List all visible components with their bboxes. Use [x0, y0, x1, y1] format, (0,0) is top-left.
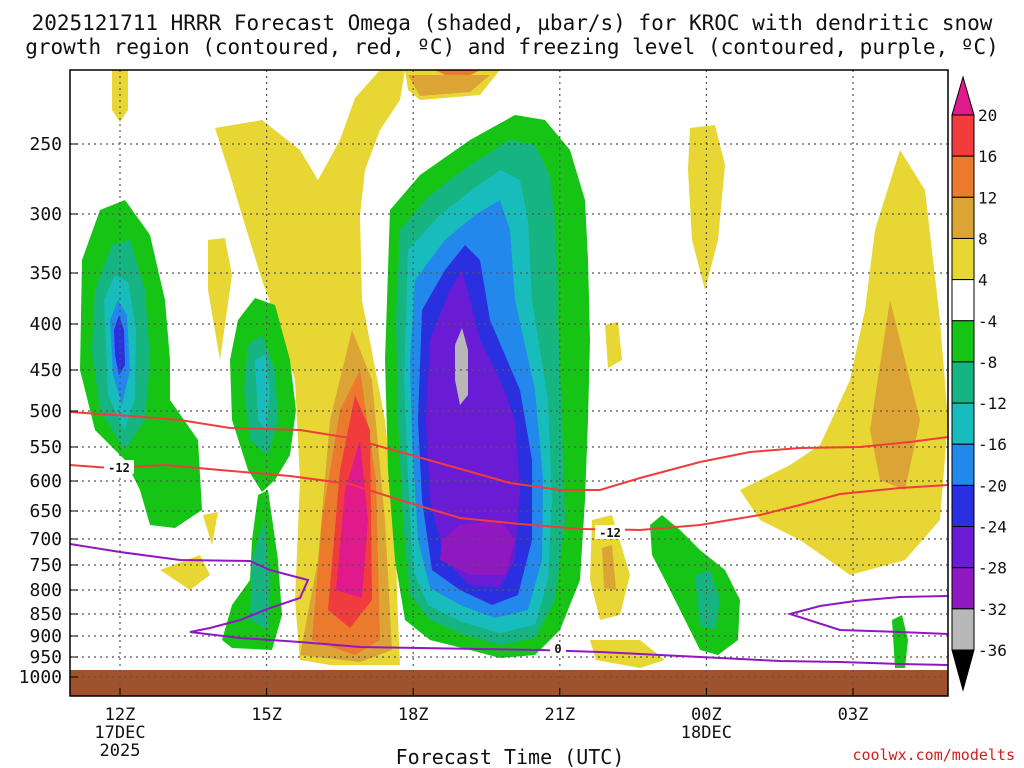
colorbar-bottom-arrow — [951, 649, 975, 692]
colorbar-swatch — [951, 402, 975, 445]
freezing-level-contours: 0 — [70, 543, 948, 666]
colorbar-label: -28 — [978, 559, 1007, 578]
dgz-label-left: -12 — [108, 461, 130, 475]
chart-title-line2: growth region (contoured, red, ºC) and f… — [25, 35, 999, 59]
y-tick-label: 350 — [29, 263, 62, 284]
dgz-label-mid: -12 — [599, 526, 621, 540]
colorbar-label: -36 — [978, 641, 1007, 660]
y-tick-label: 600 — [29, 471, 62, 492]
dgz-contour-upper — [70, 411, 948, 491]
colorbar-label: 12 — [978, 188, 997, 207]
dgz-contour-lower — [70, 463, 948, 532]
credit-text: coolwx.com/modelts — [852, 746, 1015, 764]
y-tick-label: 750 — [29, 555, 62, 576]
colorbar-swatch — [951, 114, 975, 157]
freezing-level-contour-right — [786, 595, 948, 635]
colorbar-swatch — [951, 608, 975, 651]
y-tick-label: 250 — [29, 134, 62, 155]
colorbar-label: 20 — [978, 106, 997, 125]
omega-ascent-shading — [80, 115, 908, 668]
colorbar-label: -4 — [978, 312, 997, 331]
y-tick-label: 900 — [29, 626, 62, 647]
colorbar-swatch — [951, 567, 975, 610]
x-tick-label: 00Z — [691, 705, 722, 725]
colorbar-swatch — [951, 196, 975, 239]
y-tick-label: 1000 — [19, 667, 62, 688]
y-tick-label: 550 — [29, 437, 62, 458]
colorbar-label: -16 — [978, 435, 1007, 454]
colorbar-swatch — [951, 361, 975, 404]
y-tick-label: 700 — [29, 529, 62, 550]
freezing-level-label: 0 — [554, 642, 561, 656]
colorbar-label: -8 — [978, 353, 997, 372]
x-tick-label: 18Z — [398, 705, 429, 725]
y-tick-label: 850 — [29, 604, 62, 625]
y-tick-label: 500 — [29, 401, 62, 422]
y-axis: 2503003504004505005506006507007508008509… — [19, 134, 78, 688]
y-tick-label: 400 — [29, 314, 62, 335]
plot-frame — [69, 69, 949, 697]
x-tick-label: 03Z — [838, 705, 869, 725]
colorbar-label: -20 — [978, 476, 1007, 495]
colorbar-swatch — [951, 320, 975, 363]
y-tick-label: 650 — [29, 501, 62, 522]
colorbar-label: -32 — [978, 600, 1007, 619]
terrain-ground — [70, 670, 948, 696]
y-tick-label: 450 — [29, 360, 62, 381]
colorbar-swatch — [951, 155, 975, 198]
x-tick-date: 18DEC — [681, 723, 732, 743]
x-tick-date: 17DEC — [94, 723, 145, 743]
colorbar-label: -12 — [978, 394, 1007, 413]
colorbar-top-arrow — [951, 75, 975, 116]
colorbar-label: -24 — [978, 518, 1007, 537]
grid-lines — [70, 70, 948, 696]
colorbar-swatch — [951, 484, 975, 528]
colorbar-swatch — [951, 237, 975, 281]
colorbar-label: 4 — [978, 271, 988, 290]
y-tick-label: 300 — [29, 204, 62, 225]
chart-title-line1: 2025121711 HRRR Forecast Omega (shaded, … — [32, 11, 993, 35]
x-tick-label: 12Z — [105, 705, 136, 725]
colorbar: 20 16 12 8 4 -4 -8 -12 -16 -20 -24 -28 -32 -36 — [951, 75, 1007, 692]
dgz-contours: -12 -12 — [70, 411, 948, 540]
plot-area: -12 -12 0 — [70, 70, 948, 696]
freezing-level-contour-main — [70, 543, 948, 666]
y-tick-label: 950 — [29, 647, 62, 668]
colorbar-swatch — [951, 443, 975, 486]
colorbar-label: 16 — [978, 147, 997, 166]
colorbar-swatch — [951, 279, 975, 322]
colorbar-label: 8 — [978, 229, 988, 248]
x-tick-label: 15Z — [251, 705, 282, 725]
colorbar-swatch — [951, 526, 975, 569]
x-tick-year: 2025 — [100, 741, 141, 761]
y-tick-label: 800 — [29, 580, 62, 601]
x-axis-title: Forecast Time (UTC) — [396, 745, 625, 768]
x-tick-label: 21Z — [544, 705, 575, 725]
